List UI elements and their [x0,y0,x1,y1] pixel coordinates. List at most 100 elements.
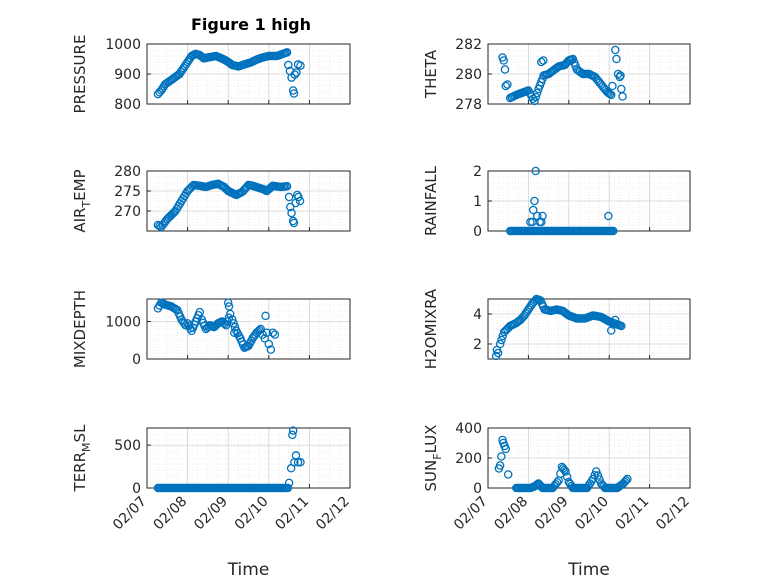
data-point [616,71,625,80]
data-point [268,328,278,337]
data-point [291,451,301,460]
data-point [266,345,276,354]
data-point [260,334,269,343]
data-point [503,80,512,89]
y-tick-label: 0 [473,481,482,497]
y-tick-label: 200 [455,451,482,467]
x-tick-label: 02/07 [451,494,491,534]
y-tick-label: 282 [455,37,482,53]
data-point [289,89,299,98]
data-point [500,65,510,74]
y-tick-label: 280 [114,164,141,180]
data-point [229,319,238,328]
data-point [264,339,274,349]
data-point [501,444,511,454]
series-markers [494,435,632,493]
series-markers [153,179,305,232]
subplot-h2omixra: 2 4 H2OMIXRA [422,288,691,369]
x-tick-label: 02/11 [272,494,312,534]
x-axis-label: Time [227,560,270,580]
data-point [286,202,295,212]
data-point [292,68,301,77]
data-point [168,209,177,218]
data-point [499,56,509,65]
data-point [284,478,294,488]
data-point [537,57,546,67]
axes-box [487,298,691,360]
data-point [495,461,505,470]
y-tick-label: 500 [114,438,141,454]
y-tick-label: 0 [473,224,482,240]
data-point [290,70,300,79]
subplot-mixdepth: 0 1000 MIXDEPTH [71,290,351,368]
figure-title: Figure 1 high [191,15,311,34]
data-point [497,335,506,345]
subplot-air: 270 275 280 AIRTEMP [71,164,351,233]
x-tick-label: 02/12 [653,494,693,534]
data-point [224,302,234,311]
y-tick-label: 1000 [105,37,141,53]
data-point [230,328,239,337]
data-point [623,474,632,484]
subplot-terr: 0 500 02/07 02/08 02/09 02/10 02/11 02/12 Time TE… [71,424,353,580]
data-point [538,211,547,221]
series-markers [498,45,627,106]
data-point [283,483,293,493]
y-tick-label: 270 [114,204,141,220]
data-point [289,218,299,228]
data-point [611,45,620,55]
data-point [621,476,631,485]
data-point [195,307,205,317]
data-point [528,205,538,215]
y-tick-label: 400 [455,421,482,437]
data-point [593,471,603,480]
series-markers [505,166,618,236]
data-point [539,56,548,65]
data-point [531,92,541,102]
y-tick-label: 1 [473,194,482,210]
axes-box [146,298,351,360]
data-point [592,467,601,476]
data-point [618,92,627,101]
data-point [608,320,618,329]
series-markers [491,294,626,361]
data-point [612,54,621,64]
data-point [282,48,292,57]
data-point [497,452,506,461]
x-tick-label: 02/08 [151,494,191,534]
y-tick-label: 278 [455,97,482,113]
y-axis-label: PRESSURE [71,35,89,114]
y-tick-label: 2 [473,337,482,353]
y-tick-label: 800 [114,97,141,113]
data-point [608,81,617,91]
x-tick-label: 02/07 [110,494,150,534]
data-point [531,166,540,176]
y-axis-label: AIRTEMP [71,169,93,232]
subplot-pressure: 800 900 1000 PRESSURE [71,35,351,114]
subplot-sun: 0 200 400 02/07 02/08 02/09 02/10 02/11 02/12 Tim… [422,421,693,580]
data-point [262,328,272,337]
y-axis-label: SUNFLUX [422,425,444,492]
y-tick-label: 4 [473,307,482,323]
x-tick-label: 02/12 [313,494,353,534]
y-axis-label: THETA [422,49,440,99]
y-tick-label: 0 [132,352,141,368]
y-axis-label: H2OMIXRA [422,288,440,369]
data-point [296,61,305,70]
data-point [256,324,265,334]
data-point [288,430,297,440]
data-point [605,89,615,99]
data-point [219,318,228,327]
y-axis-label: MIXDEPTH [71,290,89,368]
series-markers [153,48,305,99]
y-tick-label: 0 [132,481,141,497]
data-point [284,60,293,70]
data-point [223,298,233,307]
x-tick-label: 02/11 [613,494,653,534]
data-point [293,458,303,467]
data-point [156,86,166,95]
subplot-rainfall: 0 1 2 RAINFALL [422,164,691,240]
series-markers [153,426,305,493]
data-point [604,211,613,221]
data-point [562,472,572,481]
